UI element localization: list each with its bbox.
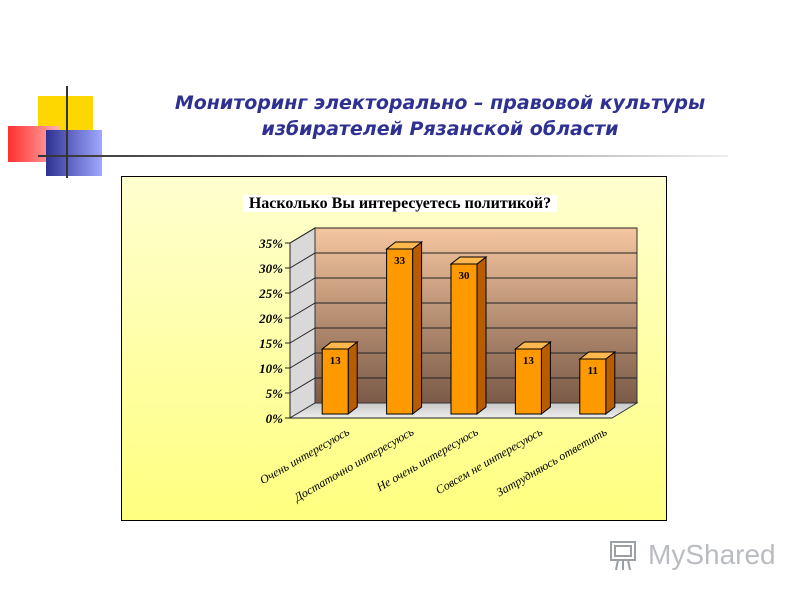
gridline — [289, 227, 637, 244]
bar — [321, 348, 349, 415]
slide-title-line2: избирателей Рязанской области — [261, 118, 619, 140]
chart-title-wrap: Насколько Вы интересуетесь политикой? — [0, 195, 800, 213]
gridline — [289, 302, 637, 319]
bar-side — [540, 340, 551, 416]
y-tick-label: 5% — [266, 386, 284, 401]
y-tick-label: 35% — [258, 236, 283, 251]
bar-side — [347, 340, 358, 416]
bar — [579, 358, 607, 415]
bar — [386, 248, 414, 415]
gridline — [289, 327, 637, 344]
y-tick-label: 30% — [258, 261, 283, 276]
bar-side — [476, 255, 487, 416]
decor-blue-square — [46, 130, 102, 176]
x-category-label: Совсем не интересуюсь — [433, 424, 545, 497]
y-tick-label: 20% — [258, 311, 283, 326]
x-category-label: Не очень интересуюсь — [373, 424, 481, 494]
y-tick-label: 10% — [259, 361, 283, 376]
gridline — [289, 277, 637, 294]
x-category-label: Затрудняюсь ответить — [494, 424, 610, 499]
data-label: 13 — [330, 355, 342, 367]
bar — [450, 263, 478, 415]
data-label: 33 — [394, 255, 406, 267]
y-tick-label: 25% — [258, 286, 283, 301]
chart-title: Насколько Вы интересуетесь политикой? — [242, 195, 558, 212]
slide-title: Мониторинг электорально – правовой культ… — [140, 90, 740, 142]
myshared-logo — [610, 541, 636, 571]
chart-side-wall — [289, 227, 316, 419]
data-label: 11 — [588, 365, 598, 377]
data-label: 13 — [523, 355, 535, 367]
bar — [514, 348, 542, 415]
y-tick-label: 15% — [259, 336, 283, 351]
y-tick-label: 0% — [266, 411, 284, 426]
decor-horizontal-line — [38, 155, 728, 157]
data-label: 30 — [459, 270, 471, 282]
gridline — [289, 252, 637, 269]
watermark-text: MyShared — [648, 539, 776, 570]
bar-side — [412, 240, 423, 416]
x-category-label: Достаточно интересуюсь — [291, 424, 417, 505]
bar-side — [605, 350, 616, 416]
decor-vertical-line — [66, 86, 68, 178]
slide-title-line1: Мониторинг электорально – правовой культ… — [174, 92, 706, 114]
